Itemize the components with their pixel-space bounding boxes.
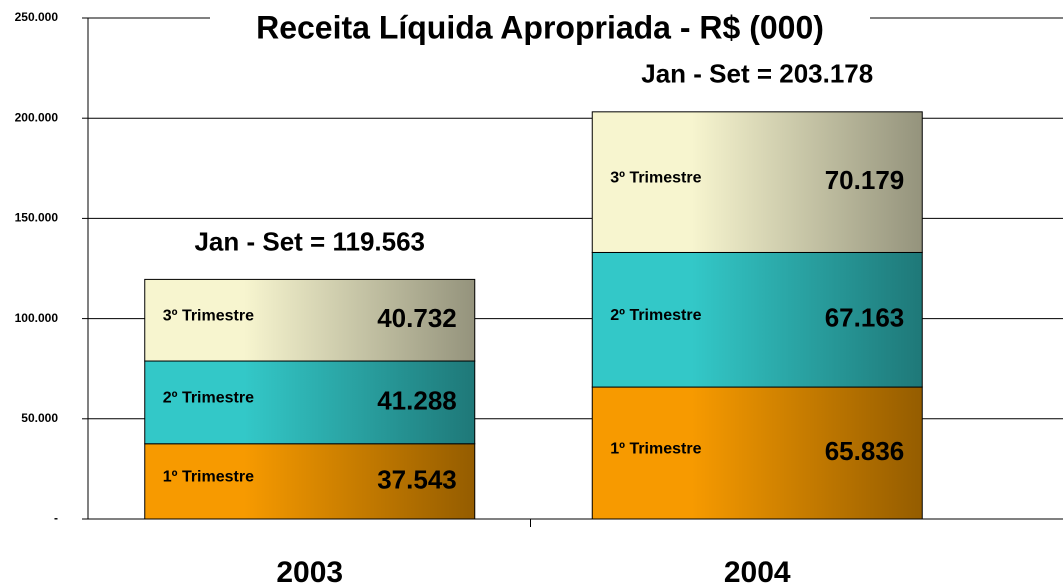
title-bg [210, 8, 870, 48]
y-tick-label: 200.000 [15, 110, 59, 124]
segment-name: 1º Trimestre [610, 440, 701, 457]
bar-shade [144, 361, 475, 444]
data-label: 70.179 [825, 165, 905, 195]
data-label: 40.732 [377, 303, 457, 333]
y-tick-label: 150.000 [15, 211, 59, 225]
y-tick-label: 100.000 [15, 311, 59, 325]
bar-shade [592, 252, 923, 388]
chart-title: Receita Líquida Apropriada - R$ (000) [256, 9, 824, 45]
data-label: 41.288 [377, 385, 457, 415]
x-tick-label: 2004 [724, 556, 791, 587]
total-annotation: Jan - Set = 119.563 [194, 226, 425, 256]
y-tick-label: - [54, 511, 58, 525]
segment-name: 1º Trimestre [163, 469, 254, 486]
total-annotation: Jan - Set = 203.178 [641, 59, 873, 89]
segment-name: 2º Trimestre [610, 307, 701, 324]
x-tick-label: 2003 [276, 556, 343, 587]
data-label: 37.543 [377, 464, 457, 494]
bar-shade [144, 279, 475, 362]
segment-name: 3º Trimestre [163, 307, 254, 324]
data-label: 67.163 [825, 303, 905, 333]
y-tick-label: 250.000 [15, 10, 59, 24]
bar-shade [144, 443, 475, 519]
segment-name: 3º Trimestre [610, 169, 701, 186]
data-label: 65.836 [825, 436, 905, 466]
bar-shade [592, 387, 923, 519]
y-tick-label: 50.000 [21, 411, 58, 425]
segment-name: 2º Trimestre [163, 390, 254, 407]
bar-shade [592, 111, 923, 253]
